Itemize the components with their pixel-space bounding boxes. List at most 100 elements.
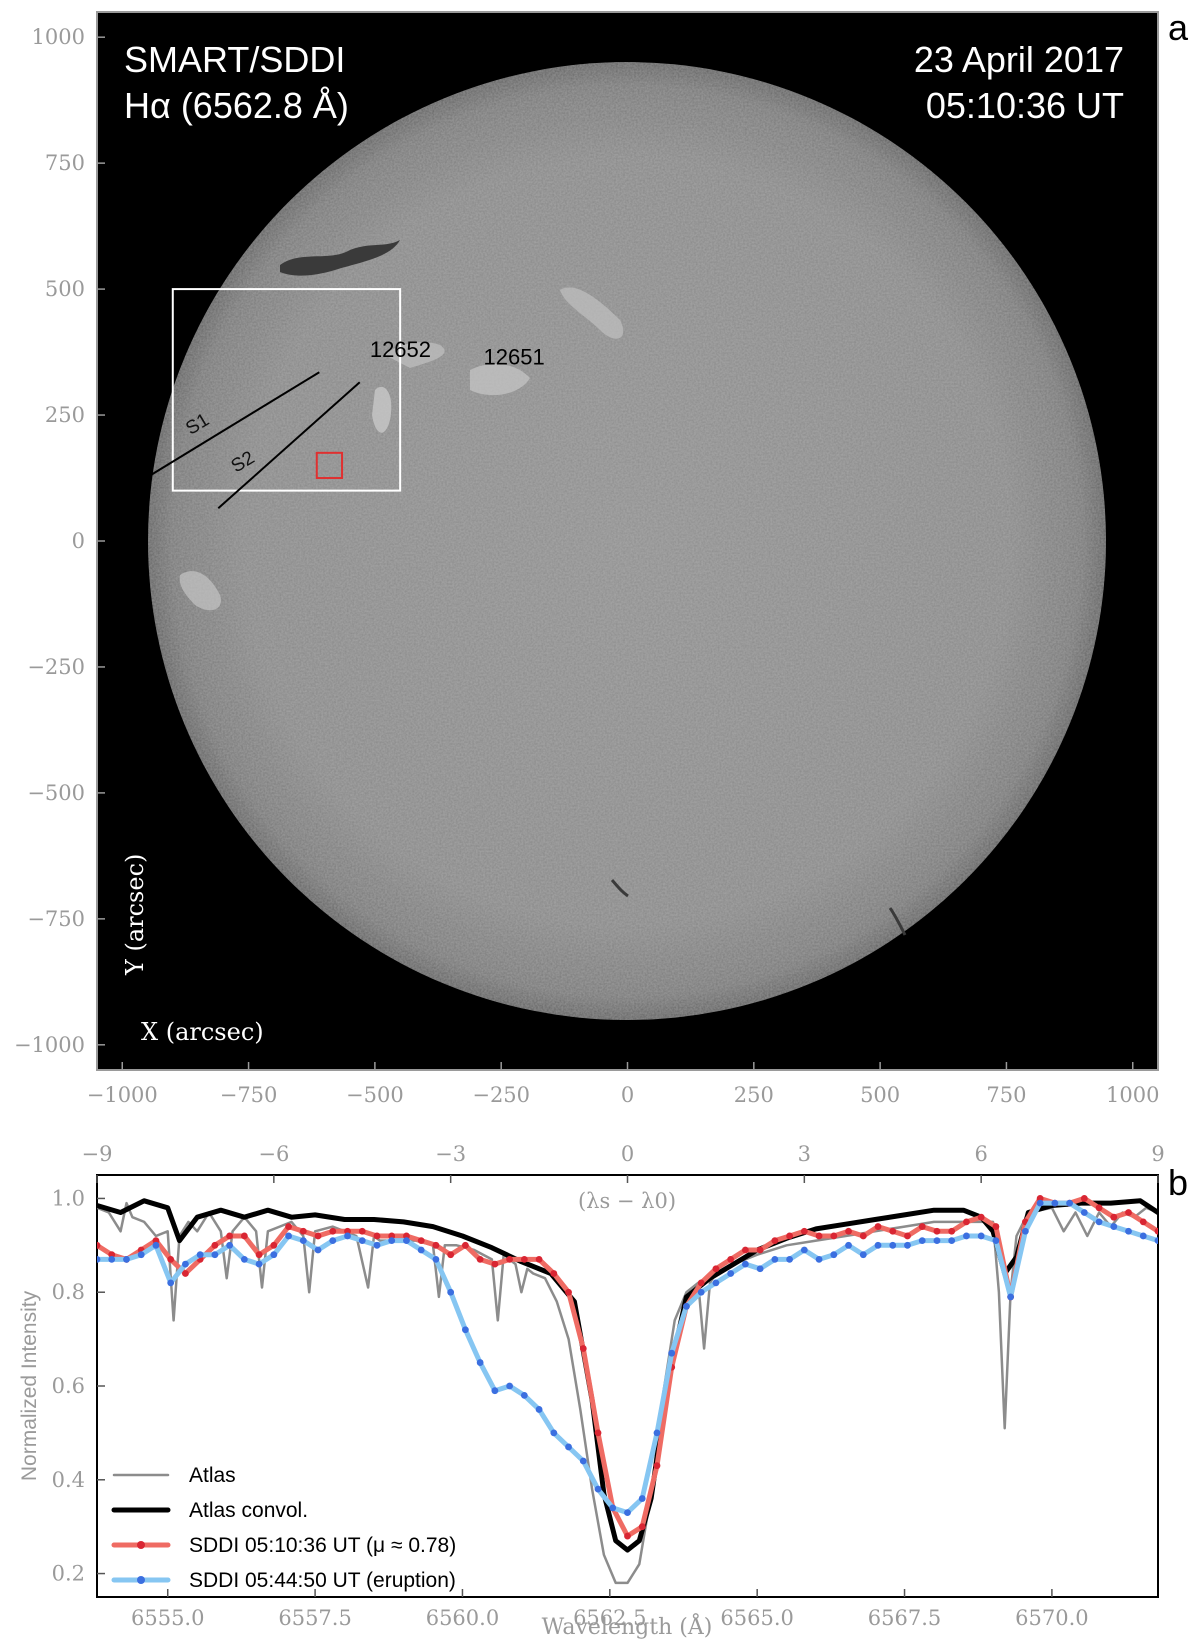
data-point	[933, 1237, 941, 1245]
data-point	[270, 1251, 278, 1259]
slit-s1-line	[149, 371, 320, 477]
data-point	[97, 1241, 101, 1249]
panel-b-letter: b	[1168, 1162, 1188, 1203]
data-point	[565, 1288, 572, 1296]
x-tick-label: 6557.5	[278, 1606, 351, 1630]
data-point	[388, 1237, 396, 1245]
data-point	[712, 1265, 720, 1273]
data-point	[1080, 1195, 1088, 1202]
data-point	[226, 1241, 234, 1249]
date-label: 23 April 2017	[914, 39, 1124, 80]
data-point	[579, 1457, 587, 1465]
data-point	[771, 1256, 779, 1263]
x-tick-label: −500	[346, 1083, 404, 1107]
data-point	[314, 1232, 322, 1240]
data-point	[373, 1232, 381, 1240]
data-point	[624, 1532, 631, 1540]
data-point	[167, 1279, 175, 1287]
y-tick-label: 0.8	[52, 1280, 85, 1304]
y-axis-title-b: Normalized Intensity	[18, 1290, 41, 1481]
data-point	[137, 1251, 145, 1259]
data-point	[741, 1246, 749, 1254]
panel-b: 6555.0 6557.5 6560.0 6562.5 6565.0 6567.5 6570…	[18, 1142, 1188, 1640]
data-point	[182, 1260, 189, 1268]
data-point	[845, 1227, 852, 1235]
data-point	[756, 1246, 764, 1254]
solar-disk-group	[148, 62, 1106, 1020]
x-tick-label: 0	[621, 1083, 634, 1107]
data-point	[948, 1237, 956, 1245]
filament	[888, 907, 907, 936]
data-point	[889, 1227, 897, 1235]
plage	[372, 386, 392, 433]
data-point	[594, 1429, 602, 1437]
top-tick-label: 0	[621, 1142, 634, 1166]
data-point	[800, 1246, 808, 1254]
panel-b-series	[97, 1195, 1158, 1585]
data-point	[771, 1237, 779, 1245]
data-point	[462, 1241, 469, 1249]
data-point	[462, 1326, 469, 1334]
data-point	[270, 1241, 278, 1249]
data-point	[786, 1232, 793, 1240]
y-tick-label: 1.0	[52, 1186, 85, 1210]
active-region-label: 12651	[484, 345, 545, 370]
filament	[280, 240, 400, 276]
plage	[470, 363, 530, 396]
data-point	[358, 1237, 366, 1245]
data-point	[918, 1237, 926, 1245]
data-point	[476, 1256, 484, 1263]
y-tick-label: −750	[27, 907, 85, 931]
solar-disk	[148, 62, 1106, 1020]
line-label: Hα (6562.8 Å)	[124, 85, 349, 126]
top-tick-label: −9	[82, 1142, 113, 1166]
data-point	[373, 1241, 381, 1249]
y-tick-label: −250	[27, 655, 85, 679]
top-tick-label: 9	[1151, 1142, 1164, 1166]
data-point	[506, 1382, 514, 1390]
instrument-label: SMART/SDDI	[124, 39, 345, 80]
data-point	[1036, 1195, 1044, 1202]
data-point	[182, 1270, 189, 1277]
data-point	[1154, 1227, 1158, 1235]
x-tick-label: 750	[986, 1083, 1026, 1107]
y-tick-label: 0.4	[52, 1468, 85, 1492]
data-point	[889, 1241, 897, 1249]
data-point	[255, 1260, 263, 1268]
data-point	[1021, 1227, 1029, 1235]
filament	[610, 879, 629, 898]
x-tick-label: 6570.0	[1015, 1606, 1088, 1630]
data-point	[786, 1256, 793, 1263]
data-point	[756, 1265, 764, 1273]
data-point	[520, 1391, 528, 1399]
panel-a-letter: a	[1168, 7, 1189, 48]
data-point	[535, 1406, 543, 1413]
data-point	[1066, 1199, 1073, 1207]
data-point	[1095, 1204, 1103, 1212]
y-tick-label: 0.6	[52, 1374, 85, 1398]
slit-s2-line	[217, 381, 361, 509]
data-point	[152, 1241, 160, 1249]
data-point	[314, 1246, 322, 1254]
panel-b-ticks: 6555.0 6557.5 6560.0 6562.5 6565.0 6567.5 6570…	[52, 1142, 1165, 1630]
data-point	[845, 1241, 852, 1249]
data-point	[329, 1237, 337, 1245]
data-point	[977, 1232, 985, 1240]
y-tick-label: 1000	[32, 25, 85, 49]
data-point	[447, 1288, 455, 1296]
data-point	[874, 1241, 882, 1249]
y-tick-label: 0.2	[52, 1562, 85, 1586]
x-tick-label: −750	[220, 1083, 278, 1107]
data-point	[815, 1232, 823, 1240]
data-point	[358, 1227, 366, 1235]
data-point	[594, 1485, 602, 1493]
data-point	[211, 1241, 219, 1249]
panel-a: −1000 −750 −500 −250 0 250 500 750 1000 1000 750 50…	[14, 7, 1189, 1107]
data-point	[992, 1237, 1000, 1245]
x-tick-label: 6560.0	[426, 1606, 499, 1630]
data-point	[432, 1241, 440, 1249]
x-tick-label: −1000	[87, 1083, 158, 1107]
legend-label: SDDI 05:10:36 UT (μ ≈ 0.78)	[189, 1534, 456, 1557]
top-tick-label: 6	[974, 1142, 987, 1166]
